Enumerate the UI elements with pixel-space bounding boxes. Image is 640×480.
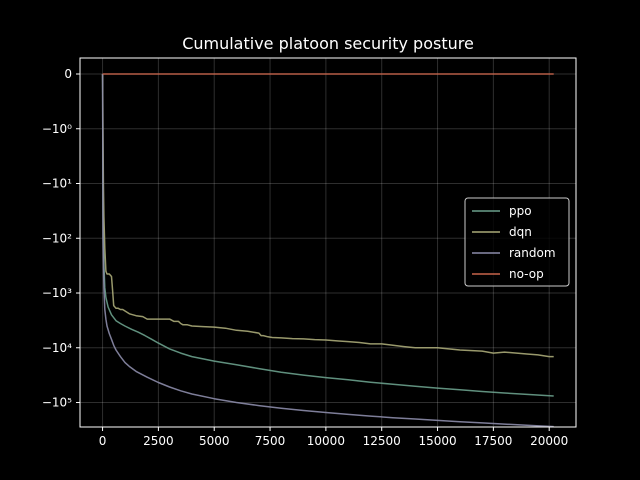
y-tick-label: −10³ (42, 286, 72, 300)
x-tick-label: 20000 (530, 434, 568, 448)
plot-frame (79, 57, 577, 428)
x-axis: 0 2500 5000 7500 10000 12500 15000 17500 20000 (99, 427, 568, 448)
x-tick-label: 7500 (255, 434, 286, 448)
legend-label-random: random (509, 246, 556, 260)
legend-box (464, 197, 570, 287)
series-line-dqn (101, 73, 554, 358)
y-tick-label: −10⁵ (42, 396, 72, 410)
x-tick-label: 0 (99, 434, 107, 448)
y-tick-label: 0 (64, 67, 72, 81)
y-tick-label: −10⁴ (42, 341, 72, 355)
series-line-ppo (101, 73, 554, 397)
x-tick-label: 2500 (143, 434, 174, 448)
legend: ppo dqn random no-op (464, 197, 570, 287)
x-tick-label: 5000 (199, 434, 230, 448)
legend-label-dqn: dqn (509, 225, 532, 239)
chart-title: Cumulative platoon security posture (182, 34, 474, 53)
x-tick-label: 15000 (418, 434, 456, 448)
legend-label-no-op: no-op (509, 267, 544, 281)
series-layer (101, 73, 554, 428)
series-line-random (101, 73, 554, 428)
x-tick-label: 10000 (307, 434, 345, 448)
y-tick-label: −10¹ (42, 177, 72, 191)
y-tick-label: −10⁰ (42, 122, 72, 136)
y-tick-label: −10² (42, 231, 72, 245)
y-axis: 0 −10⁰ −10¹ −10² −10³ −10⁴ −10⁵ (42, 67, 80, 410)
x-tick-label: 12500 (363, 434, 401, 448)
legend-label-ppo: ppo (509, 204, 532, 218)
x-tick-label: 17500 (474, 434, 512, 448)
